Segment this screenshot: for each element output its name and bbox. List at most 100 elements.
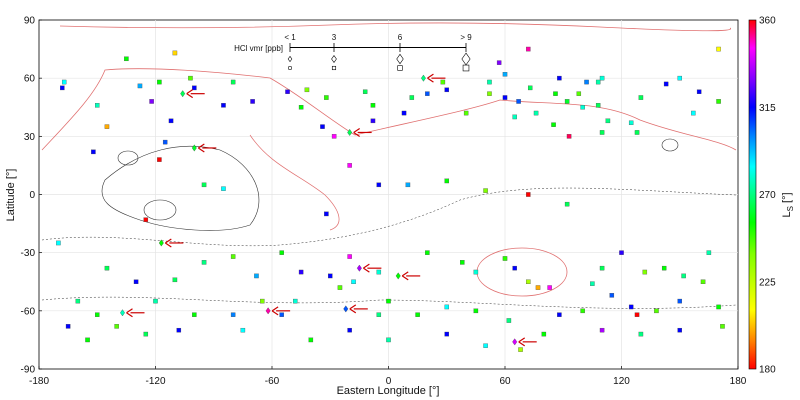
non-detection-marker [681,273,686,279]
non-detection-marker [376,269,382,275]
non-detection-marker [425,91,430,96]
non-detection-marker [440,79,446,85]
non-detection-marker [444,304,449,310]
non-detection-marker [518,347,523,352]
southern-contour [41,296,737,309]
non-detection-marker [599,327,605,333]
non-detection-marker [65,324,71,329]
non-detection-marker [605,118,611,124]
non-detection-marker [415,312,420,317]
non-detection-marker [75,298,81,304]
non-detection-marker [535,285,541,290]
x-tick-label: -120 [145,376,165,387]
non-detection-marker [502,95,508,100]
colorbar-tick-label: 315 [759,103,776,114]
non-detection-marker [473,308,479,314]
detection-arrow-head [518,337,526,347]
non-detection-marker [192,85,197,91]
volcano-contour [117,150,139,166]
non-detection-marker [149,99,154,104]
non-detection-marker [551,122,556,127]
size-legend-square [331,65,337,71]
x-tick-label: -180 [29,376,49,387]
non-detection-marker [172,50,178,56]
non-detection-marker [254,273,259,279]
non-detection-marker [143,217,149,222]
colorbar-tick-label: 225 [759,277,776,288]
non-detection-marker [56,240,61,246]
non-detection-marker [95,312,100,317]
detection-arrow-head [349,304,357,314]
colorbar-title-unit: [°] [781,192,793,206]
non-detection-marker [376,312,382,317]
detection-arrow-head [363,263,370,273]
size-legend-square [397,65,403,71]
colorbar-tick-label: 180 [759,365,776,376]
non-detection-marker [677,327,683,333]
detection-arrow-head [126,308,133,318]
non-detection-marker [293,298,298,304]
non-detection-marker [483,343,488,348]
tharsis-lowland-contour [249,134,340,231]
non-detection-marker [370,103,376,108]
colorbar-tick-labels: 360 315 270 225 180 [759,16,776,376]
x-axis-title: Eastern Longitude [°] [337,385,440,397]
non-detection-marker [376,182,382,188]
non-detection-marker [638,95,644,100]
non-detection-marker [526,192,531,197]
detection-arrow-head [401,271,409,281]
volcano-contour [143,199,177,221]
non-detection-marker [104,124,110,129]
detection-marker [158,239,164,247]
non-detection-marker [347,327,352,333]
non-detection-marker [320,124,325,129]
size-legend: HCl vmr [ppb] < 1 3 6 > 9 [234,33,472,72]
non-detection-marker [201,182,207,188]
non-detection-marker [304,87,310,93]
tharsis-contour [101,145,260,231]
y-axis-title: Latitude [°] [5,169,17,222]
non-detection-marker [595,103,601,108]
size-legend-square [288,66,292,70]
topography-contours [41,22,737,309]
highland-contour [41,187,737,247]
non-detection-marker [628,304,634,310]
non-detection-marker [362,89,368,94]
non-detection-marker [386,337,391,343]
non-detection-marker [124,56,129,62]
grid-lines [39,20,738,369]
non-detection-marker [590,281,595,286]
non-detection-marker [240,327,246,333]
detection-arrow-head [427,73,434,83]
non-detection-marker [526,46,531,52]
colorbar-title: LS [°] [781,192,795,217]
non-detection-marker [230,79,236,85]
non-detection-marker [444,331,449,337]
non-detection-marker [580,105,585,110]
y-tick-label: 60 [24,74,36,85]
non-detection-marker [716,99,721,104]
size-legend-tick-label: 6 [398,33,403,42]
non-detection-marker [564,99,570,104]
non-detection-marker [634,130,640,135]
x-tick-labels: -180 -120 -60 0 60 120 180 [29,366,747,387]
x-tick-label: 180 [730,376,747,387]
non-detection-marker [104,265,110,271]
non-detection-marker [168,118,174,124]
non-detection-marker [584,79,589,85]
non-detection-marker [502,256,508,261]
non-detection-marker [661,265,667,271]
size-legend-diamond [287,55,293,63]
non-detection-marker [547,285,552,290]
non-detection-marker [628,120,634,126]
size-legend-diamond [331,55,337,63]
detection-marker [512,338,518,346]
non-detection-marker [619,250,624,255]
non-detection-marker [279,250,284,255]
non-detection-marker [137,83,143,89]
non-detection-marker [696,89,702,94]
non-detection-marker [331,134,337,139]
colorbar-tick-label: 270 [759,190,776,201]
x-tick-label: 60 [499,376,511,387]
